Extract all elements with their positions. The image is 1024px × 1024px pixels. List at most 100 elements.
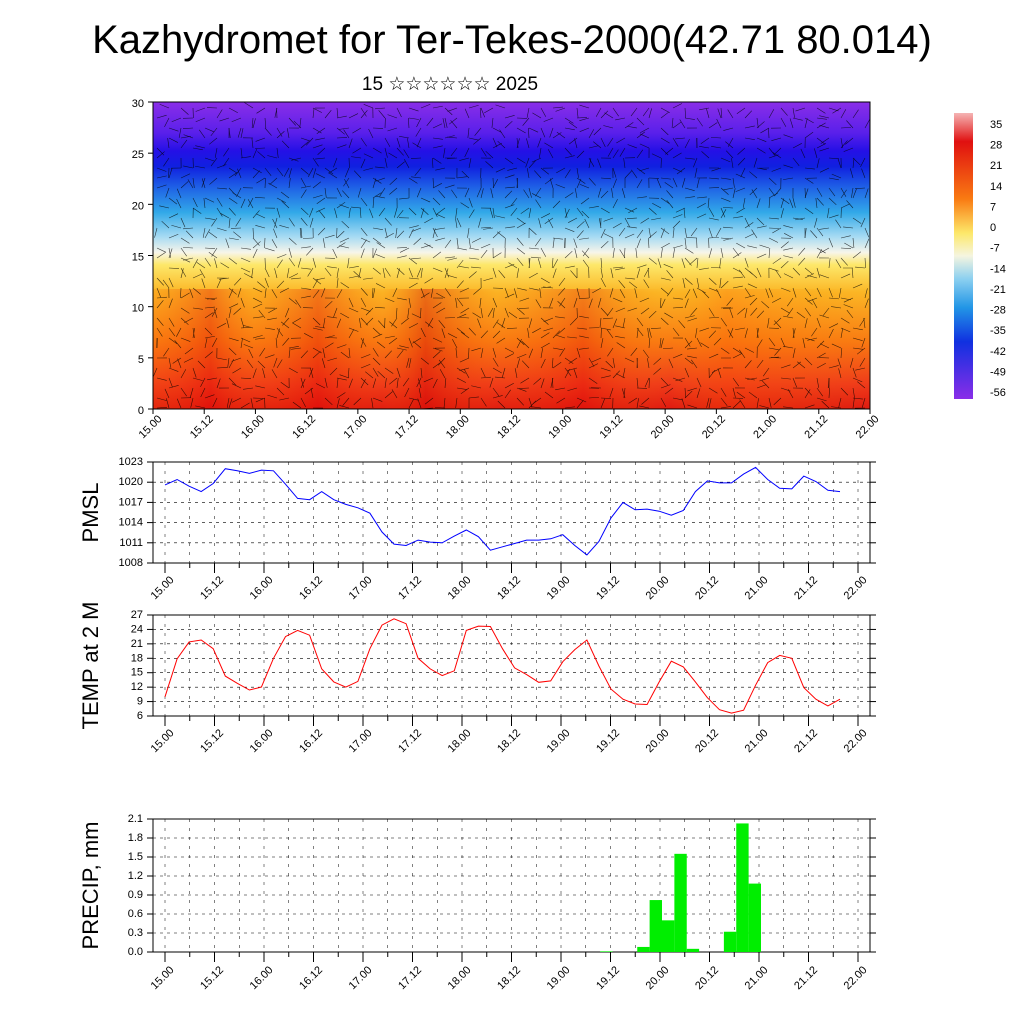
x-tick-label: 18.00 — [446, 727, 474, 755]
wind-barb — [490, 188, 494, 199]
wind-barb — [684, 357, 694, 365]
wind-barb — [425, 321, 434, 329]
wind-barb — [432, 158, 434, 169]
wind-barb — [336, 115, 347, 119]
wind-barb — [681, 258, 686, 269]
wind-barb — [420, 292, 430, 299]
wind-barb — [576, 117, 588, 119]
y-tick-label: 27 — [131, 609, 143, 621]
wind-barb — [715, 227, 722, 237]
wind-barb — [684, 340, 693, 349]
wind-barb — [240, 402, 250, 409]
wind-barb — [300, 350, 309, 359]
wind-barb — [305, 137, 314, 146]
wind-barb — [408, 323, 418, 329]
wind-barb — [203, 198, 206, 209]
wind-barb — [240, 338, 243, 349]
wind-barb — [233, 307, 242, 315]
wind-barb — [659, 297, 662, 308]
wind-barb — [549, 127, 554, 138]
wind-barb — [468, 347, 470, 359]
x-tick-label: 20.12 — [693, 574, 721, 602]
wind-barb — [780, 287, 791, 292]
wind-barb — [708, 307, 715, 317]
wind-barb — [835, 219, 842, 229]
wind-barb — [376, 242, 386, 249]
wind-barb — [223, 147, 230, 157]
wind-barb — [552, 132, 562, 139]
wind-barb — [852, 251, 862, 259]
wind-barb — [163, 157, 170, 167]
wind-barb — [408, 282, 418, 289]
wind-barb — [204, 197, 215, 203]
wind-barb — [668, 358, 674, 369]
wind-barb — [828, 287, 833, 298]
wind-barb — [456, 237, 459, 248]
wind-barb — [384, 350, 393, 359]
wind-barb — [771, 167, 782, 172]
wind-barb — [747, 245, 758, 249]
wind-barb — [792, 197, 796, 208]
wind-barb — [192, 287, 201, 295]
wind-barb — [435, 167, 446, 171]
x-tick-label: 17.00 — [341, 413, 369, 441]
wind-barb — [852, 188, 857, 199]
wind-barb — [432, 145, 443, 149]
wind-barb — [656, 178, 662, 189]
wind-barb — [780, 107, 788, 116]
wind-barb — [463, 369, 470, 379]
wind-barb — [459, 265, 470, 269]
wind-barb — [315, 137, 326, 141]
wind-barb — [450, 147, 458, 157]
y-tick-label: 15 — [131, 667, 143, 679]
wind-barb — [348, 113, 359, 119]
wind-barb — [219, 117, 230, 122]
wind-barb — [312, 317, 321, 326]
wind-barb — [672, 137, 679, 147]
wind-barb — [660, 147, 669, 156]
wind-barb — [660, 277, 671, 281]
wind-barb — [844, 242, 854, 249]
wind-barb — [407, 138, 410, 149]
wind-barb — [280, 191, 290, 199]
wind-barb — [417, 398, 422, 409]
wind-barb — [770, 357, 782, 359]
wind-barb — [856, 347, 866, 355]
wind-barb — [642, 107, 650, 117]
wind-barb — [552, 238, 555, 249]
wind-barb — [732, 377, 740, 387]
wind-barb — [576, 207, 584, 217]
wind-barb — [504, 115, 515, 119]
wind-barb — [180, 387, 187, 397]
wind-barb — [252, 118, 256, 129]
wind-barb — [207, 297, 218, 300]
x-tick-label: 15.12 — [188, 413, 216, 441]
wind-barb — [420, 367, 423, 378]
wind-barb — [288, 247, 292, 258]
wind-barb — [297, 257, 302, 268]
colorbar-label: 21 — [990, 160, 1002, 172]
wind-barb — [540, 348, 543, 359]
wind-barb — [399, 135, 410, 139]
wind-field — [152, 102, 871, 410]
wind-barb — [363, 104, 374, 109]
wind-barb — [504, 383, 514, 389]
wind-barb — [348, 265, 359, 269]
wind-barb — [855, 367, 866, 371]
wind-barb — [168, 197, 178, 205]
wind-barb — [154, 227, 158, 238]
wind-barb — [816, 317, 821, 328]
wind-barb — [552, 259, 559, 269]
wind-barb — [468, 237, 471, 248]
wind-barb — [727, 137, 734, 147]
wind-barb — [408, 225, 419, 229]
wind-barb — [681, 398, 686, 409]
wind-barb — [209, 177, 218, 185]
wind-barb — [828, 328, 834, 339]
wind-barb — [504, 263, 515, 269]
wind-barb — [382, 268, 386, 279]
wind-barb — [328, 167, 338, 174]
wind-barb — [480, 330, 489, 339]
wind-barb — [372, 127, 384, 129]
wind-barb — [322, 348, 326, 359]
